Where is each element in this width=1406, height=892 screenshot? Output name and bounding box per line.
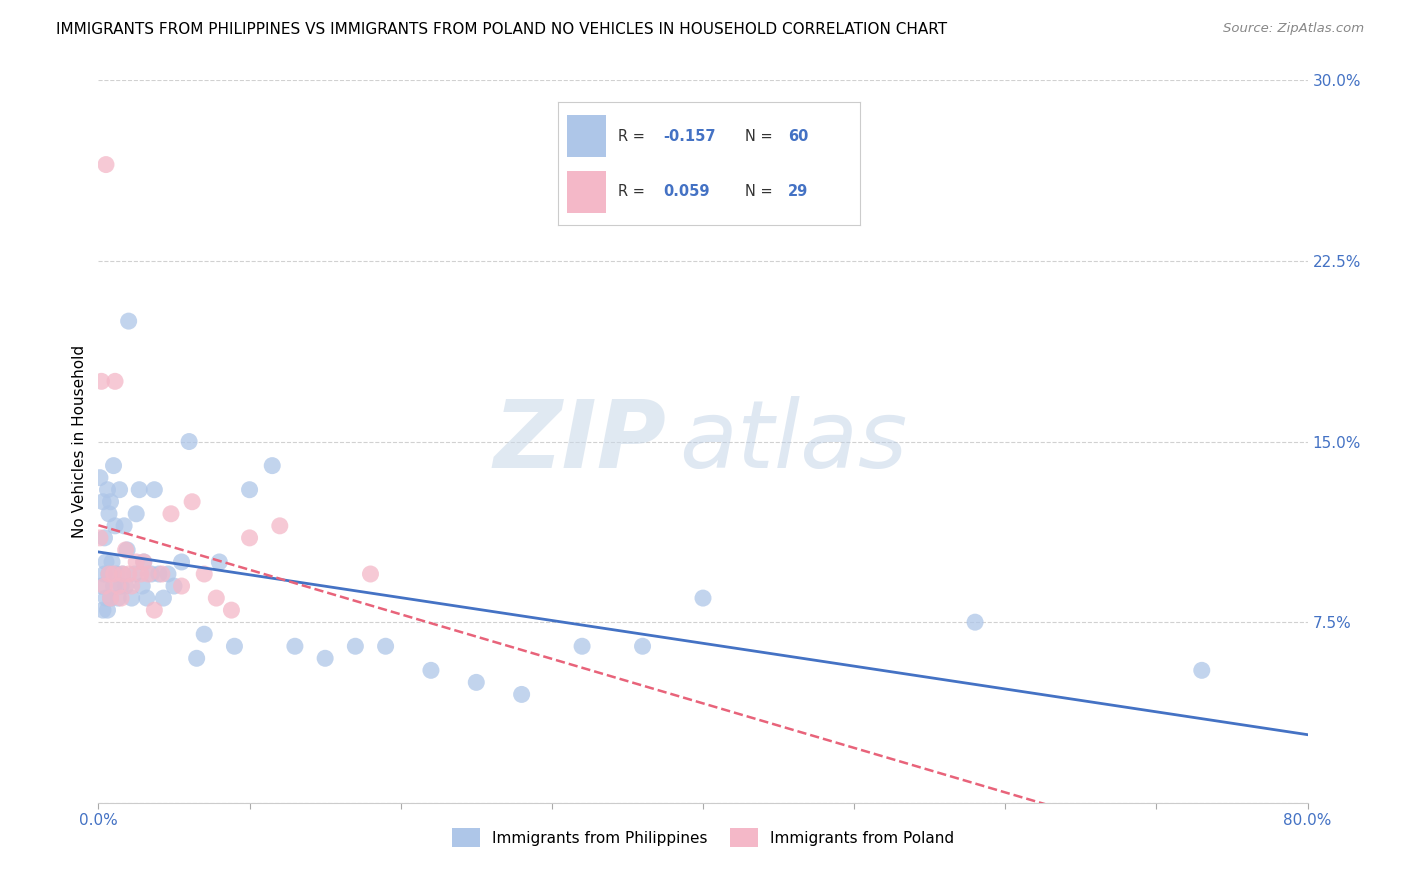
Point [186,651,208,665]
Point [360,567,382,582]
Point [121,591,143,605]
Point [181,494,204,508]
Point [103,567,125,582]
Point [90,579,112,593]
Text: atlas: atlas [679,396,907,487]
Point [170,555,193,569]
Point [136,567,159,582]
Point [221,603,243,617]
Point [269,518,291,533]
Point [96,483,118,497]
Point [111,567,134,582]
Point [110,579,132,593]
Point [420,664,443,678]
Point [100,591,122,605]
Point [103,579,125,593]
Point [89,470,111,484]
Point [1191,664,1213,678]
Point [112,518,135,533]
Point [98,507,121,521]
Point [344,639,367,653]
Point [107,591,129,605]
Point [156,567,179,582]
Point [150,567,173,582]
Point [129,567,152,582]
Point [163,579,186,593]
Point [571,639,593,653]
Point [132,555,155,569]
Point [103,458,125,473]
Point [93,531,115,545]
Text: IMMIGRANTS FROM PHILIPPINES VS IMMIGRANTS FROM POLAND NO VEHICLES IN HOUSEHOLD C: IMMIGRANTS FROM PHILIPPINES VS IMMIGRANT… [56,22,948,37]
Point [94,555,117,569]
Point [152,591,174,605]
Text: Source: ZipAtlas.com: Source: ZipAtlas.com [1223,22,1364,36]
Point [93,567,115,582]
Point [143,603,166,617]
Point [125,507,148,521]
Point [128,483,150,497]
Point [160,507,183,521]
Legend: Immigrants from Philippines, Immigrants from Poland: Immigrants from Philippines, Immigrants … [446,822,960,853]
Point [91,603,114,617]
Point [374,639,396,653]
Point [170,579,193,593]
Point [132,555,155,569]
Point [692,591,714,605]
Point [135,591,157,605]
Point [96,603,118,617]
Point [104,374,127,388]
Point [193,567,215,582]
Point [100,494,122,508]
Point [631,639,654,653]
Point [143,483,166,497]
Point [110,591,132,605]
Point [111,567,134,582]
Point [465,675,488,690]
Point [91,494,114,508]
Point [284,639,307,653]
Point [94,157,117,171]
Point [104,518,127,533]
Point [193,627,215,641]
Point [124,567,146,582]
Point [141,567,163,582]
Text: ZIP: ZIP [494,395,666,488]
Point [239,531,262,545]
Point [205,591,228,605]
Point [121,579,143,593]
Point [965,615,987,630]
Point [89,531,111,545]
Point [239,483,262,497]
Point [100,591,122,605]
Point [224,639,246,653]
Point [108,483,131,497]
Point [179,434,201,449]
Point [118,567,141,582]
Point [93,579,115,593]
Point [115,542,138,557]
Point [105,567,128,582]
Point [90,374,112,388]
Point [98,567,121,582]
Point [510,687,533,701]
Point [131,579,153,593]
Point [262,458,284,473]
Point [114,542,136,557]
Point [98,567,121,582]
Point [208,555,231,569]
Point [148,567,170,582]
Y-axis label: No Vehicles in Household: No Vehicles in Household [72,345,87,538]
Point [107,579,129,593]
Point [125,555,148,569]
Point [114,579,136,593]
Point [118,314,141,328]
Point [94,591,117,605]
Point [314,651,336,665]
Point [101,555,124,569]
